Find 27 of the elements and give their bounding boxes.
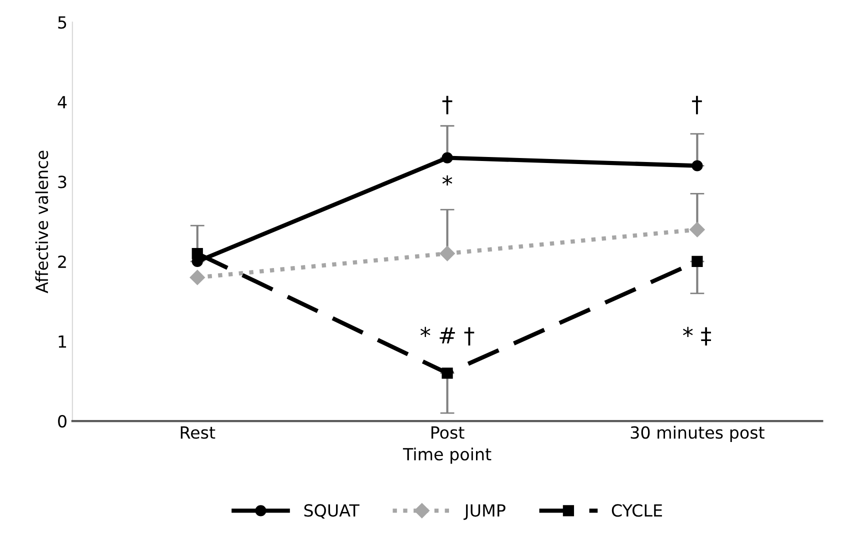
x-axis-title: Time point — [402, 448, 492, 464]
point — [692, 160, 703, 172]
point — [442, 152, 453, 164]
point — [692, 256, 703, 268]
y-tick-label: 0 — [58, 415, 66, 428]
annotation: * ‡ — [682, 326, 711, 346]
annotation: † — [442, 96, 452, 114]
point — [440, 246, 455, 262]
annotation: * — [442, 175, 452, 186]
annotation: * # † — [420, 326, 474, 346]
point — [192, 248, 203, 260]
legend-label: SQUAT — [304, 504, 360, 519]
legend-label: JUMP — [464, 504, 506, 520]
point — [690, 222, 705, 238]
y-tick-label: 1 — [58, 335, 66, 348]
x-tick-label: 30 minutes post — [630, 426, 764, 442]
y-tick-label: 2 — [58, 255, 66, 268]
point — [442, 368, 453, 379]
y-tick-label: 5 — [58, 16, 66, 29]
y-tick-label: 3 — [58, 176, 66, 188]
y-tick-label: 4 — [58, 96, 67, 108]
point — [190, 270, 205, 286]
legend-label: CYCLE — [612, 504, 662, 517]
x-tick-label: Post — [432, 426, 464, 439]
y-axis-title: Affective valence — [35, 150, 48, 294]
annotation: † — [692, 96, 702, 114]
x-tick-label: Rest — [180, 426, 216, 439]
